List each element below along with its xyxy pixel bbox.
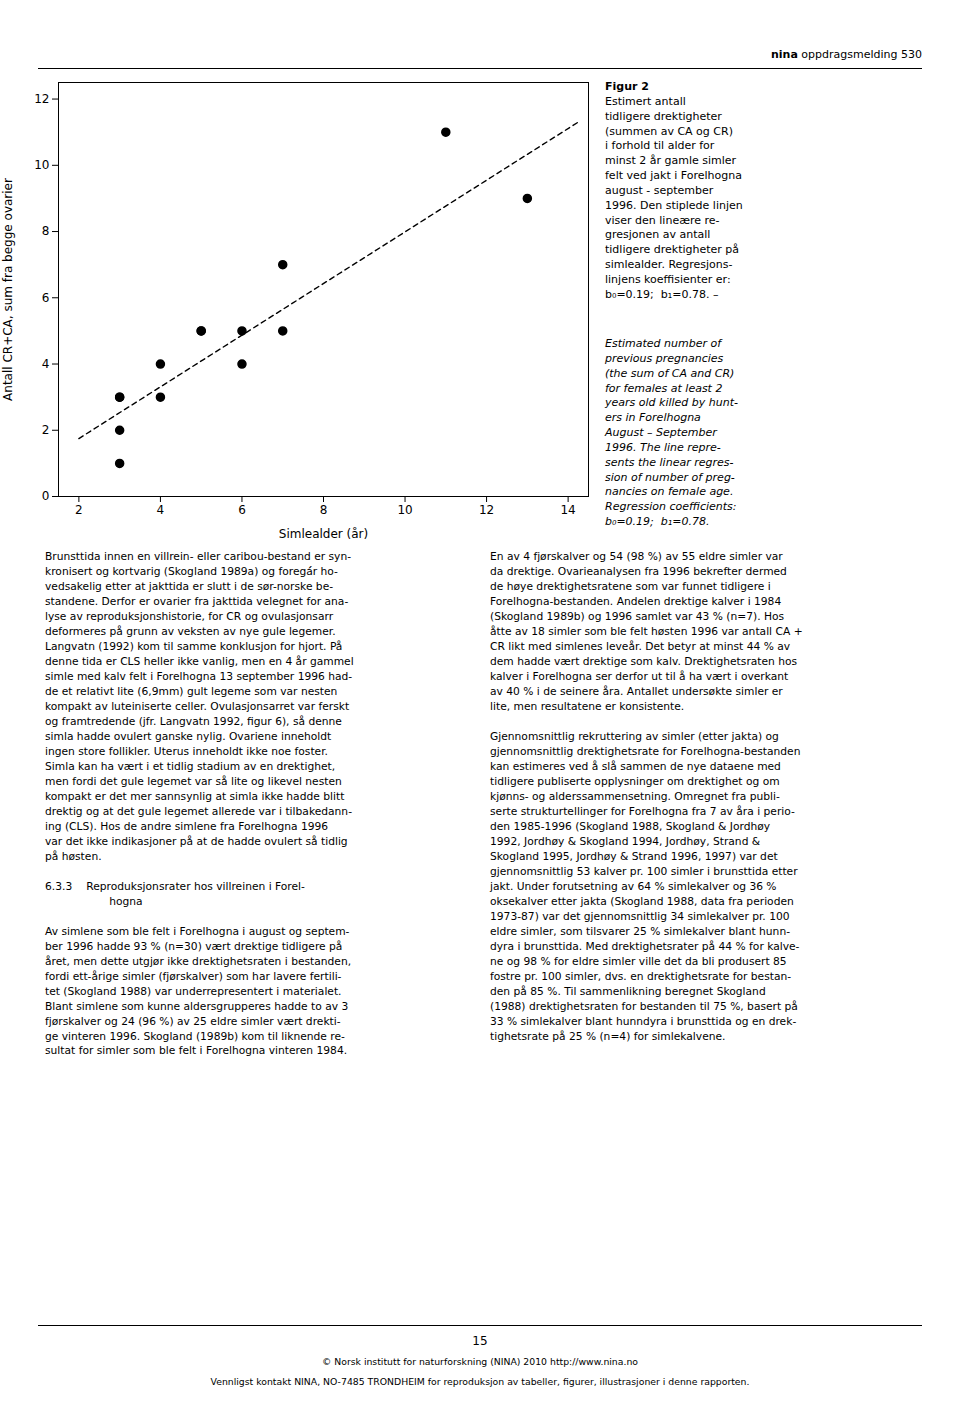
svg-text:2: 2 [42,423,50,437]
svg-text:4: 4 [157,503,165,517]
svg-text:10: 10 [34,158,49,172]
svg-text:8: 8 [42,224,50,238]
html-text:Figur 2: Figur 2 [605,80,649,93]
svg-text:12: 12 [34,92,49,106]
svg-text:6: 6 [42,291,50,305]
svg-text:Simlealder (år): Simlealder (år) [279,527,368,541]
html-text:© Norsk institutt for naturfor: © Norsk institutt for naturforskning (NI… [322,1356,638,1367]
svg-text:0: 0 [42,489,50,503]
html-text:Brunsttida innen en villrein-: Brunsttida innen en villrein- eller cari… [45,550,354,1058]
svg-text:8: 8 [320,503,328,517]
svg-text:10: 10 [397,503,412,517]
html-text:Estimert antall tidligere drek: Estimert antall tidligere drektigheter (… [605,94,743,301]
html-text:15: 15 [472,1334,488,1348]
html-text:Vennligst kontakt NINA, NO-748: Vennligst kontakt NINA, NO-7485 TRONDHEI… [210,1376,750,1387]
html-text:nina oppdragsmelding 530: nina oppdragsmelding 530 [771,48,922,61]
html-text:En av 4 fjørskalver og 54 (98: En av 4 fjørskalver og 54 (98 %) av 55 e… [490,550,803,1043]
svg-text:12: 12 [479,503,494,517]
svg-text:4: 4 [42,357,50,371]
svg-text:6: 6 [238,503,246,517]
svg-text:2: 2 [75,503,83,517]
html-text:Estimated number of previous p: Estimated number of previous pregnancies… [605,337,738,529]
svg-text:Antall CR+CA, sum fra begge ov: Antall CR+CA, sum fra begge ovarier [1,178,15,401]
svg-text:14: 14 [560,503,575,517]
